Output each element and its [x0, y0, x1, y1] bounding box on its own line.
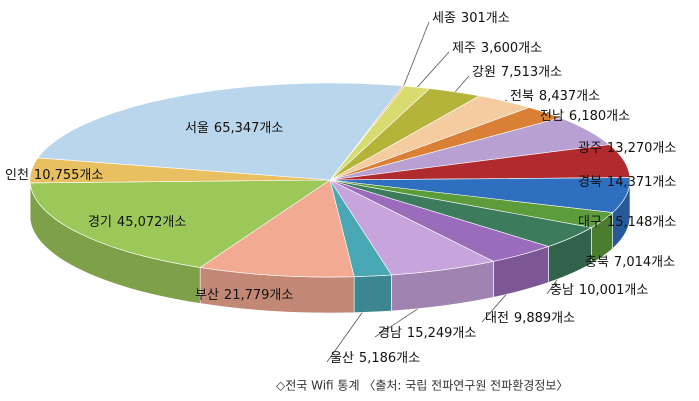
category-label: 울산: [330, 351, 354, 366]
category-label: 충남: [550, 283, 574, 298]
category-label: 광주: [578, 141, 602, 156]
leader-line: [403, 21, 430, 87]
slice-label: 경남 15,249개소: [378, 326, 476, 341]
pie: [29, 82, 631, 314]
category-label: 인천: [5, 168, 29, 183]
slice-label: 충북 7,014개소: [585, 255, 675, 270]
value-label: 45,072개소: [117, 215, 186, 230]
value-label: 5,186개소: [359, 351, 420, 366]
category-label: 전남: [540, 109, 564, 124]
slice: [329, 179, 392, 313]
slice-top: [29, 179, 331, 268]
slice-label: 강원 7,513개소: [472, 65, 562, 80]
slice-label: 전북 8,437개소: [510, 89, 600, 104]
value-label: 7,014개소: [614, 255, 675, 270]
slice-label: 광주 13,270개소: [578, 141, 676, 156]
value-label: 21,779개소: [224, 288, 293, 303]
category-label: 충북: [585, 255, 609, 270]
slice-top: [199, 179, 355, 278]
slice: [37, 82, 404, 181]
slice-label: 전남 6,180개소: [540, 109, 630, 124]
slice-label: 대구 15,148개소: [578, 215, 676, 230]
category-label: 전북: [510, 89, 534, 104]
slice: [329, 179, 550, 298]
slice-label: 부산 21,779개소: [195, 288, 293, 303]
slice-label: 충남 10,001개소: [550, 283, 648, 298]
slice-label: 경기 45,072개소: [88, 215, 186, 230]
leader-line: [417, 51, 450, 88]
value-label: 7,513개소: [501, 65, 562, 80]
slice-label: 대전 9,889개소: [485, 311, 575, 326]
category-label: 경남: [378, 326, 402, 341]
category-label: 경북: [578, 175, 602, 190]
slice: [329, 179, 495, 312]
category-label: 부산: [195, 288, 219, 303]
caption: ◇전국 Wifi 통계 〈출처: 국립 전파연구원 전파환경정보〉: [276, 379, 568, 393]
slice-label: 서울 65,347개소: [185, 121, 283, 136]
value-label: 10,001개소: [579, 283, 648, 298]
category-label: 세종: [432, 11, 456, 26]
value-label: 13,270개소: [607, 141, 676, 156]
value-label: 9,889개소: [514, 311, 575, 326]
leader-line: [454, 75, 470, 93]
slice: [199, 179, 355, 314]
slice-label: 세종 301개소: [432, 11, 510, 26]
slice-side: [353, 274, 392, 313]
slice-label: 제주 3,600개소: [452, 41, 542, 56]
value-label: 301개소: [461, 11, 510, 26]
category-label: 제주: [452, 41, 476, 56]
value-label: 3,600개소: [481, 41, 542, 56]
category-label: 서울: [185, 121, 209, 136]
value-label: 15,148개소: [607, 215, 676, 230]
value-label: 15,249개소: [407, 326, 476, 341]
value-label: 14,371개소: [607, 175, 676, 190]
slice-label: 울산 5,186개소: [330, 351, 420, 366]
slice-label: 인천 10,755개소: [5, 168, 103, 183]
category-label: 경기: [88, 215, 112, 230]
category-label: 대구: [578, 215, 602, 230]
category-label: 대전: [485, 311, 509, 326]
slice-label: 경북 14,371개소: [578, 175, 676, 190]
value-label: 6,180개소: [569, 109, 630, 124]
value-label: 8,437개소: [539, 89, 600, 104]
category-label: 강원: [472, 65, 496, 80]
slice-top: [37, 82, 404, 181]
value-label: 10,755개소: [34, 168, 103, 183]
value-label: 65,347개소: [214, 121, 283, 136]
